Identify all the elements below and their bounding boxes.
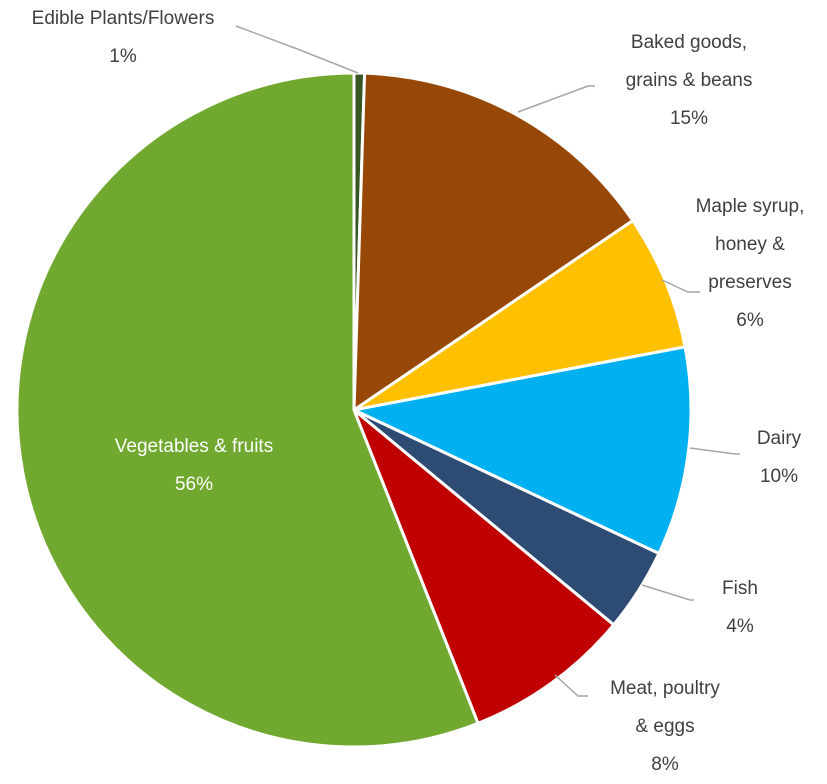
slice-percent: 8% [651, 754, 679, 775]
leader-line [517, 85, 595, 113]
slice-label-text: Baked goods, [630, 32, 748, 53]
leader-lines [235, 25, 740, 697]
pie-slices [15, 71, 693, 749]
slice-percent: 6% [736, 310, 764, 331]
slice-percent: 1% [109, 46, 137, 67]
slice-label-text: Edible Plants/Flowers [31, 8, 215, 29]
slice-label-text: preserves [708, 272, 792, 293]
pie-slice-meat-poultry-eggs [352, 408, 616, 725]
slice-label-text: Maple syrup, [695, 196, 805, 217]
slice-label-text: honey & [715, 234, 785, 255]
slice-label: Dairy 10% [724, 420, 827, 496]
slice-percent: 10% [759, 466, 799, 487]
pie-slice-baked-goods-grains-beans [352, 71, 635, 412]
slice-percent: 15% [669, 108, 709, 129]
slice-label: Fish 4% [690, 570, 790, 646]
slice-label: Baked goods, grains & beans 15% [588, 24, 790, 138]
slice-label-text: Dairy [756, 428, 802, 449]
slice-label-text: Vegetables & fruits [114, 436, 274, 457]
slice-label: Meat, poultry & eggs 8% [560, 670, 770, 784]
pie-slice-vegetables-fruits [15, 71, 480, 749]
slice-label: Vegetables & fruits 56% [60, 428, 328, 504]
leader-line [554, 674, 588, 697]
slice-label-text: & eggs [635, 716, 695, 737]
slice-percent: 56% [174, 474, 214, 495]
slice-label-text: Fish [722, 578, 758, 599]
slice-label-text: grains & beans [625, 70, 753, 91]
leader-line [661, 279, 700, 293]
slice-percent: 4% [726, 616, 754, 637]
slice-label: Edible Plants/Flowers 1% [10, 0, 236, 76]
leader-line [235, 25, 359, 74]
pie-slice-dairy [352, 345, 693, 555]
slice-label-text: Meat, poultry [610, 678, 720, 699]
leader-line [689, 447, 740, 455]
slice-label: Maple syrup, honey & preserves 6% [680, 188, 820, 340]
leader-line [641, 584, 694, 601]
